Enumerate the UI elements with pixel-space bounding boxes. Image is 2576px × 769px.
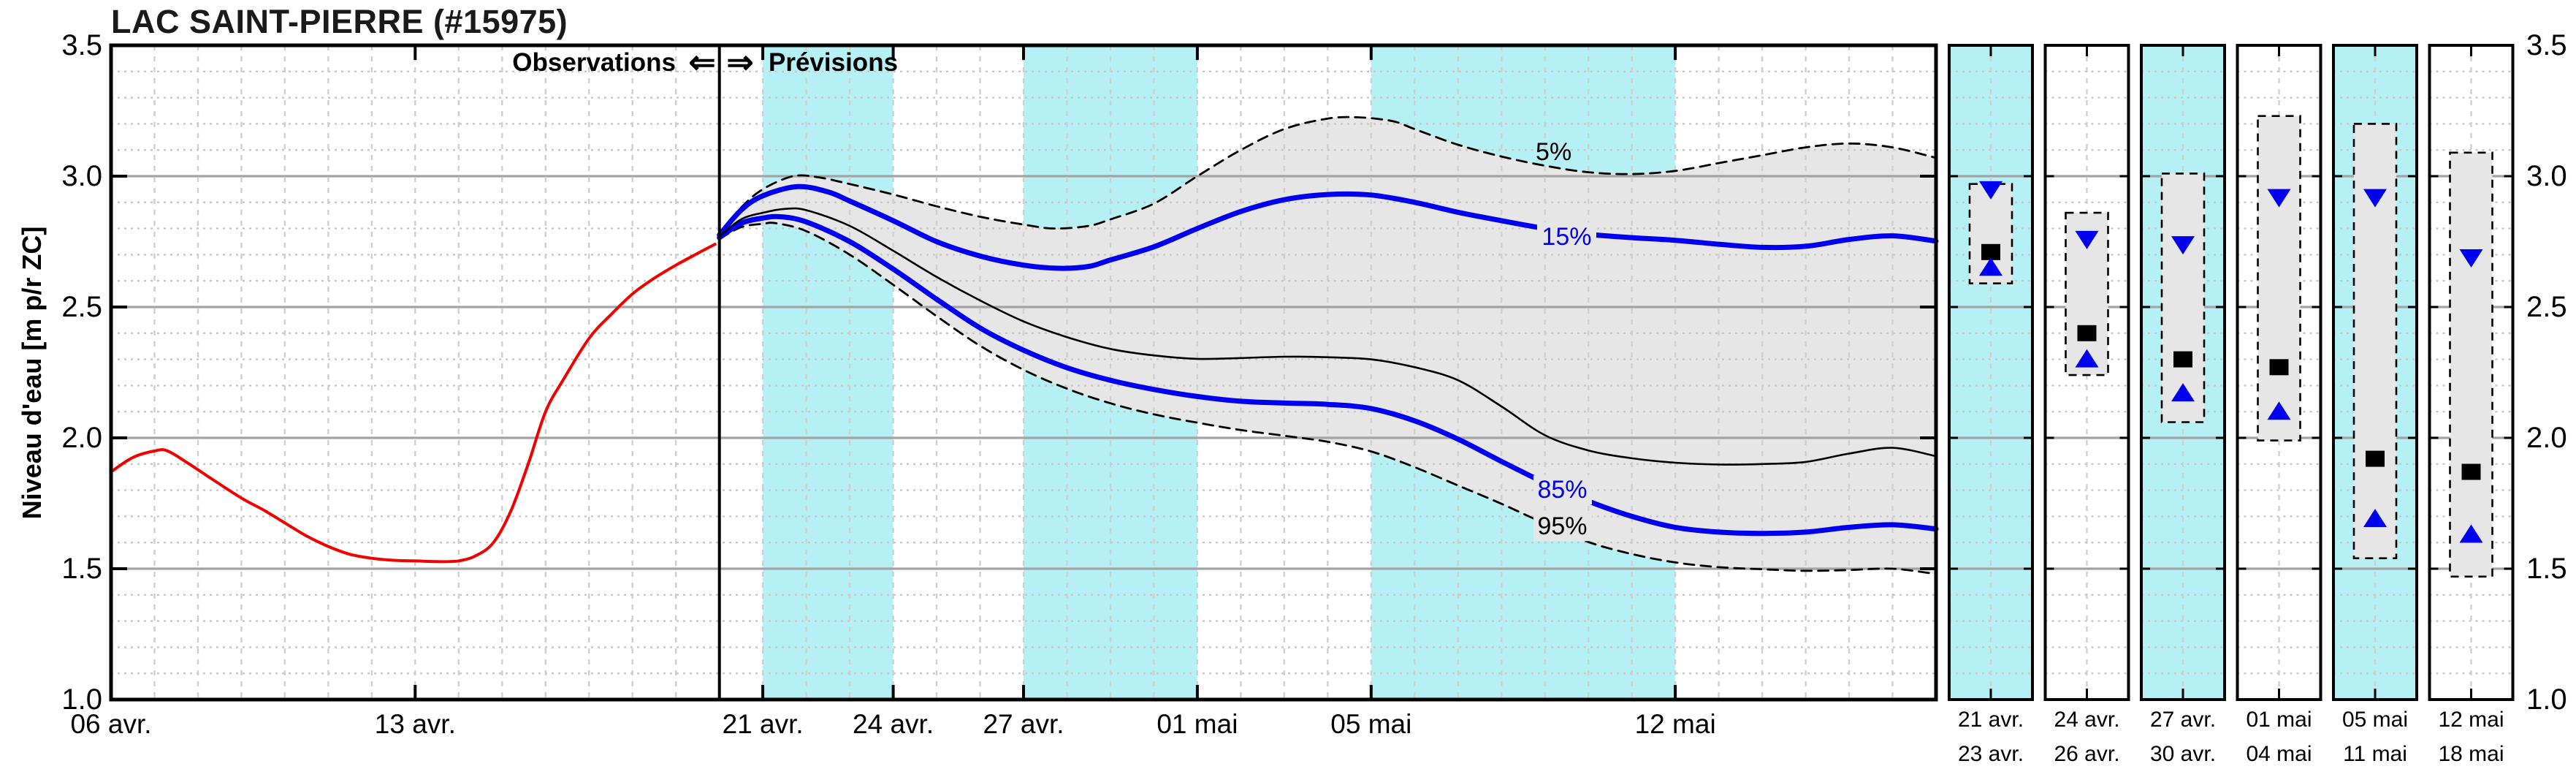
- panel-50pct-marker: [1981, 243, 2000, 260]
- panel-85pct-marker: [2171, 383, 2195, 402]
- forecast-panel-6: [2428, 44, 2515, 701]
- series-observations: [110, 243, 717, 564]
- panel-date-end: 26 avr.: [2054, 742, 2120, 766]
- y-tick-label-right: 1.5: [2526, 553, 2567, 585]
- forecast-panel-2: [2043, 44, 2130, 701]
- panel-15pct-marker: [1979, 181, 2003, 200]
- y-tick-label-right: 2.0: [2526, 422, 2567, 454]
- left-double-arrow-icon: ⇐: [688, 45, 716, 80]
- panel-15pct-marker: [2363, 189, 2387, 208]
- y-tick-label-left: 1.5: [61, 553, 102, 585]
- forecast-panel-1: [1948, 44, 2034, 701]
- panel-date-start: 05 mai: [2341, 708, 2409, 732]
- x-tick-label: 05 mai: [1330, 709, 1412, 739]
- panel-85pct-marker: [2075, 349, 2099, 368]
- right-double-arrow-icon: ⇒: [726, 45, 754, 80]
- observations-label: Observations: [512, 48, 676, 77]
- panel-date-end: 30 avr.: [2149, 742, 2217, 766]
- panel-5-95-box: [2257, 115, 2301, 442]
- y-tick-label-right: 1.0: [2526, 683, 2567, 716]
- forecast-panel-4: [2236, 44, 2322, 701]
- y-tick-label-left: 2.0: [61, 422, 102, 454]
- forecast-panel-5: [2332, 44, 2418, 701]
- panel-50pct-marker: [2366, 450, 2385, 467]
- series-50pct: [718, 207, 1937, 466]
- x-tick-label: 06 avr.: [70, 709, 152, 739]
- panel-date-end: 18 mai: [2438, 742, 2504, 766]
- major-gridlines: [111, 175, 1936, 570]
- panel-85pct-marker: [2363, 509, 2387, 527]
- axis-ticks: [110, 44, 1936, 701]
- y-tick-label-left: 3.0: [61, 160, 102, 192]
- x-tick-label: 13 avr.: [374, 709, 456, 739]
- panel-15pct-marker: [2459, 249, 2483, 268]
- panel-15pct-marker: [2267, 189, 2291, 208]
- panel-date-start: 27 avr.: [2149, 708, 2217, 732]
- panel-date-start: 21 avr.: [1957, 708, 2024, 732]
- y-tick-label-left: 2.5: [61, 291, 102, 323]
- shaded-period-band: [763, 45, 893, 700]
- panel-50pct-marker: [2077, 325, 2097, 341]
- panel-50pct-marker: [2461, 463, 2481, 480]
- panel-date-start: 24 avr.: [2054, 708, 2120, 732]
- series-95pct: [718, 221, 1937, 575]
- x-tick-label: 24 avr.: [853, 709, 934, 739]
- y-axis-label: Niveau d'eau [m p/r ZC]: [17, 226, 47, 520]
- panel-15pct-marker: [2075, 230, 2099, 249]
- panel-85pct-marker: [1979, 257, 2003, 276]
- x-tick-label: 21 avr.: [722, 709, 804, 739]
- x-tick-label: 01 mai: [1156, 709, 1238, 739]
- panel-5-95-box: [2160, 173, 2206, 423]
- y-tick-label-left: 3.5: [61, 29, 102, 61]
- panel-50pct-marker: [2269, 359, 2289, 376]
- panel-50pct-marker: [2173, 351, 2192, 368]
- previsions-label: Prévisions: [769, 48, 899, 77]
- panel-85pct-marker: [2459, 524, 2483, 543]
- panel-date-start: 12 mai: [2438, 708, 2504, 732]
- panel-date-start: 01 mai: [2246, 708, 2312, 732]
- curve-label-5pct: 5%: [1536, 137, 1572, 166]
- series-5pct: [718, 115, 1937, 235]
- y-tick-label-left: 1.0: [61, 683, 102, 716]
- chart-title: LAC SAINT-PIERRE (#15975): [111, 3, 568, 40]
- panel-5-95-box: [2352, 123, 2398, 559]
- curve-label-85pct: 85%: [1533, 475, 1592, 505]
- forecast-panel-3: [2140, 44, 2226, 701]
- y-tick-label-right: 3.5: [2526, 29, 2567, 61]
- y-tick-label-right: 2.5: [2526, 291, 2567, 323]
- curve-label-15pct: 15%: [1537, 222, 1596, 252]
- series-15pct: [717, 183, 1939, 271]
- panel-15pct-marker: [2171, 236, 2195, 255]
- panel-date-end: 04 mai: [2246, 742, 2312, 766]
- panel-5-95-box: [2449, 151, 2493, 578]
- x-tick-label: 12 mai: [1634, 709, 1716, 739]
- x-tick-label: 27 avr.: [983, 709, 1064, 739]
- series-85pct: [717, 213, 1939, 537]
- y-tick-label-right: 3.0: [2526, 160, 2567, 192]
- panel-85pct-marker: [2267, 401, 2291, 420]
- panel-date-end: 11 mai: [2343, 742, 2407, 766]
- curve-label-95pct: 95%: [1533, 512, 1592, 542]
- panel-date-end: 23 avr.: [1957, 742, 2024, 766]
